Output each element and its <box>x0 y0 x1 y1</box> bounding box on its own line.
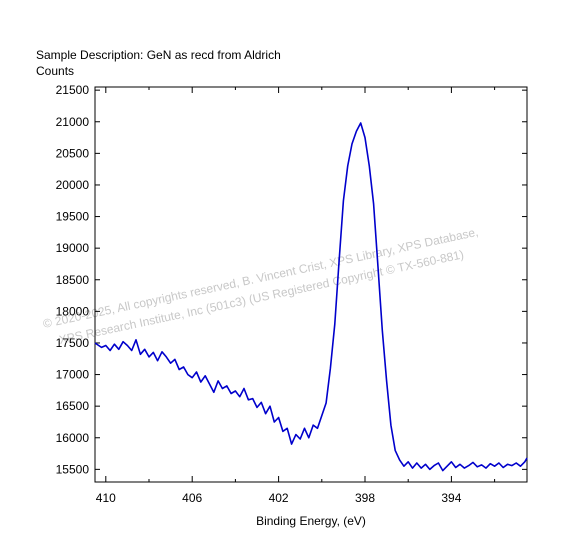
y-tick-label: 19500 <box>56 210 90 224</box>
y-tick-label: 20500 <box>56 146 90 160</box>
plot-frame <box>94 86 528 483</box>
y-tick-label: 17000 <box>56 368 90 382</box>
y-tick-label: 19000 <box>56 241 90 255</box>
x-axis-label: Binding Energy, (eV) <box>256 514 366 528</box>
y-axis-label: Counts <box>36 64 74 78</box>
x-tick-label: 406 <box>182 491 202 505</box>
watermark-line-2: XPS Research Institute, Inc (501c3) (US … <box>58 247 465 347</box>
watermark-line-1: © 2020-2025, All copyrights reserved, B.… <box>42 225 480 331</box>
y-tick-label: 15500 <box>56 462 90 476</box>
y-tick-label: 16500 <box>56 399 90 413</box>
sample-description: Sample Description: GeN as recd from Ald… <box>36 48 281 62</box>
y-tick-label: 21500 <box>56 83 90 97</box>
x-tick-label: 394 <box>441 491 461 505</box>
y-tick-label: 16000 <box>56 431 90 445</box>
x-tick-label: 398 <box>355 491 375 505</box>
x-axis-ticks: 410 406 402 398 394 <box>96 87 496 505</box>
series-layer <box>94 122 528 472</box>
y-tick-label: 21000 <box>56 115 90 129</box>
y-axis-ticks: 15500 16000 16500 17000 17500 18000 18500 19000… <box>56 83 527 476</box>
x-tick-label: 410 <box>96 491 116 505</box>
y-tick-label: 18000 <box>56 304 90 318</box>
x-tick-label: 402 <box>269 491 289 505</box>
y-tick-label: 20000 <box>56 178 90 192</box>
y-tick-label: 17500 <box>56 336 90 350</box>
spectrum-line <box>94 122 528 472</box>
copyright-watermark: © 2020-2025, All copyrights reserved, B.… <box>42 225 480 347</box>
y-tick-label: 18500 <box>56 273 90 287</box>
